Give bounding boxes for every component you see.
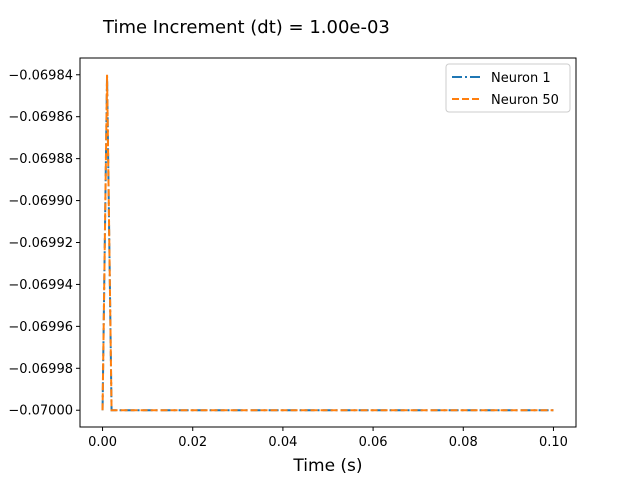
x-tick-label: 0.10 (539, 435, 568, 450)
chart-title: Time Increment (dt) = 1.00e-03 (102, 17, 390, 38)
y-tick-label: −0.06988 (8, 152, 73, 167)
y-tick-label: −0.06998 (8, 362, 73, 377)
legend: Neuron 1 Neuron 50 (445, 63, 571, 113)
y-tick-label: −0.06986 (8, 110, 73, 125)
plot-area: 0.00 0.02 0.04 0.06 0.08 0.10 −0.06984−0.0698… (8, 57, 577, 450)
x-tick-label: 0.00 (88, 435, 117, 450)
y-tick-label: −0.06992 (8, 236, 73, 251)
x-tick-label: 0.02 (178, 435, 207, 450)
x-tick-label: 0.08 (449, 435, 478, 450)
y-tick-label: −0.06990 (8, 194, 73, 209)
y-tick-label: −0.07000 (8, 404, 73, 419)
legend-label-1: Neuron 1 (491, 71, 551, 86)
x-axis-label: Time (s) (292, 456, 362, 476)
x-tick-label: 0.06 (359, 435, 388, 450)
y-axis-ticks: −0.06984 −0.06986 −0.06988 −0.06990 −0.06992… (8, 68, 80, 419)
y-tick-label: −0.06994 (8, 278, 73, 293)
y-tick-label: −0.06996 (8, 320, 73, 335)
x-axis-ticks: 0.00 0.02 0.04 0.06 0.08 0.10 (88, 427, 568, 450)
y-tick-label: −0.06984 (8, 68, 73, 83)
series-line-2 (101, 74, 554, 412)
x-tick-label: 0.04 (268, 435, 297, 450)
legend-label-2: Neuron 50 (491, 93, 559, 108)
series-layer (101, 74, 554, 412)
